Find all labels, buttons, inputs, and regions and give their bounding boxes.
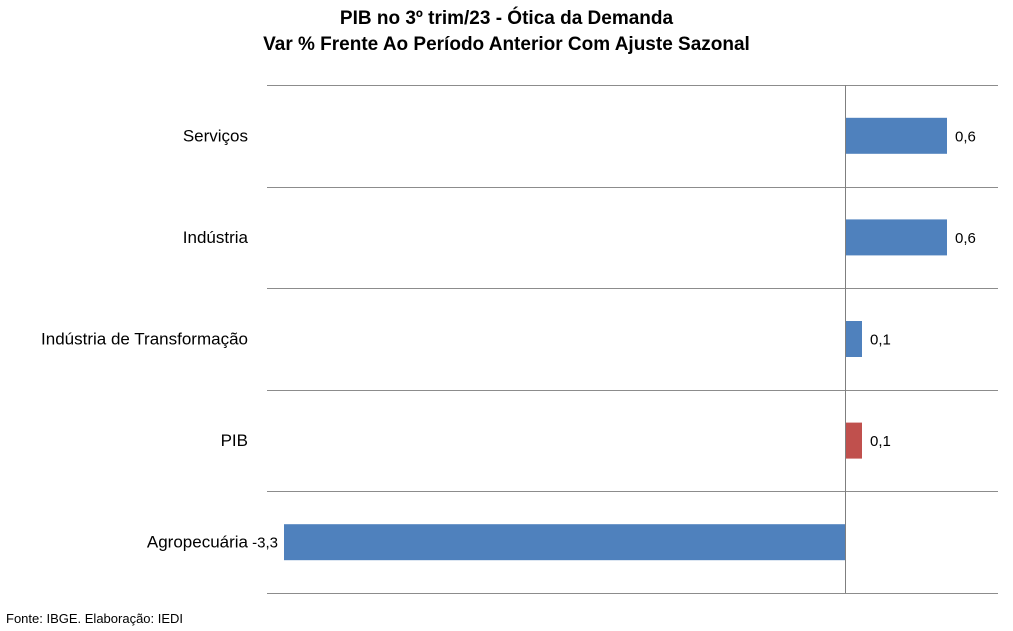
bar <box>284 524 845 561</box>
data-label: 0,1 <box>870 332 891 349</box>
source-note: Fonte: IBGE. Elaboração: IEDI <box>6 611 184 626</box>
chart-title: PIB no 3º trim/23 - Ótica da Demanda <box>339 8 674 29</box>
bar <box>845 117 947 154</box>
data-label: 0,6 <box>955 128 976 145</box>
data-label: -3,3 <box>252 535 278 552</box>
data-label: 0,6 <box>955 230 976 247</box>
bar <box>845 422 862 459</box>
category-label: Serviços <box>183 126 248 145</box>
bar <box>845 219 947 256</box>
category-label: Indústria de Transformação <box>41 330 248 349</box>
chart-subtitle: Var % Frente Ao Período Anterior Com Aju… <box>263 34 750 55</box>
category-label: Agropecuária <box>147 533 249 552</box>
chart-title-block: PIB no 3º trim/23 - Ótica da Demanda Var… <box>0 6 1013 58</box>
data-label: 0,1 <box>870 433 891 450</box>
category-label: Indústria <box>183 228 249 247</box>
category-label: PIB <box>221 431 248 450</box>
bar <box>845 321 862 357</box>
